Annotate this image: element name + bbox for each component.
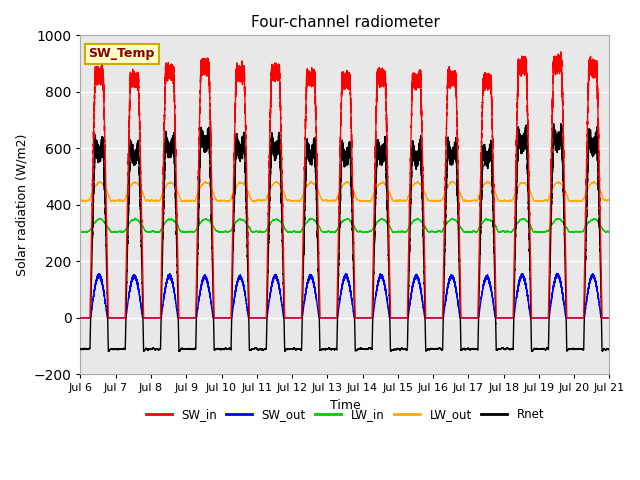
Title: Four-channel radiometer: Four-channel radiometer <box>250 15 440 30</box>
X-axis label: Time: Time <box>330 399 360 412</box>
Y-axis label: Solar radiation (W/m2): Solar radiation (W/m2) <box>15 134 28 276</box>
Legend: SW_in, SW_out, LW_in, LW_out, Rnet: SW_in, SW_out, LW_in, LW_out, Rnet <box>141 404 549 426</box>
Text: SW_Temp: SW_Temp <box>88 48 155 60</box>
